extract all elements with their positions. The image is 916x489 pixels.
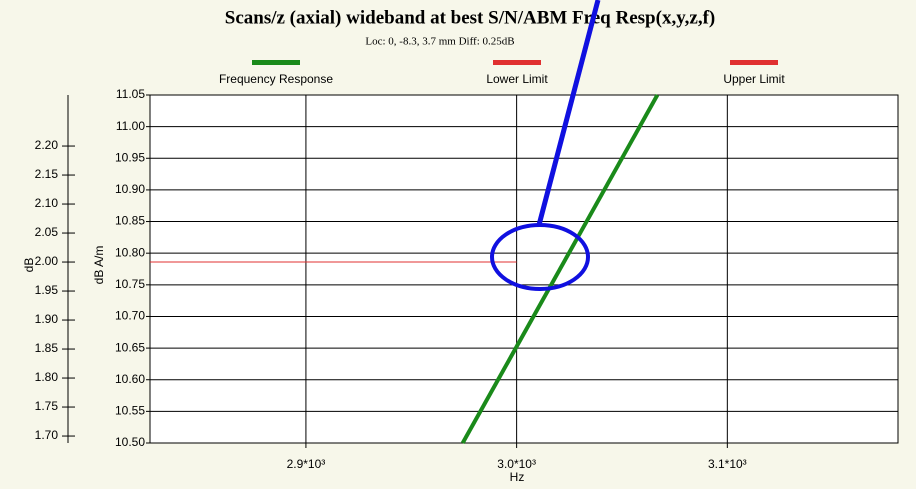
- y2-tick-label: 1.85: [35, 341, 59, 355]
- y-tick-label: 10.70: [115, 309, 145, 323]
- y2-tick-label: 2.00: [35, 254, 59, 268]
- x-axis-label: Hz: [510, 470, 525, 484]
- y-tick-label: 10.75: [115, 277, 145, 291]
- series-line: [460, 94, 660, 444]
- y-axis-label: dB A/m: [92, 246, 106, 285]
- y2-axis-label: dB: [22, 258, 36, 273]
- legend-swatch: [730, 60, 778, 65]
- y2-tick-label: 2.10: [35, 196, 59, 210]
- legend-swatch: [493, 60, 541, 65]
- y-tick-label: 10.90: [115, 182, 145, 196]
- y2-tick-label: 2.15: [35, 167, 59, 181]
- y-tick-label: 11.05: [116, 87, 145, 101]
- y2-tick-label: 2.05: [35, 225, 59, 239]
- chart-subtitle: Loc: 0, -8.3, 3.7 mm Diff: 0.25dB: [365, 36, 514, 48]
- y-tick-label: 10.85: [115, 214, 145, 228]
- y2-tick-label: 1.80: [35, 370, 59, 384]
- y-tick-label: 10.60: [115, 372, 145, 386]
- legend-label: Upper Limit: [723, 72, 785, 86]
- annotation-pointer: [536, 0, 601, 226]
- chart-title: Scans/z (axial) wideband at best S/N/ABM…: [225, 7, 715, 28]
- y-tick-label: 10.55: [115, 404, 145, 418]
- legend-label: Frequency Response: [219, 72, 333, 86]
- plot-area: [149, 94, 899, 444]
- legend-label: Lower Limit: [486, 72, 548, 86]
- y-tick-label: 10.80: [115, 245, 145, 259]
- legend-swatch: [252, 60, 300, 65]
- y2-tick-label: 1.75: [35, 399, 59, 413]
- y-tick-label: 10.65: [115, 340, 145, 354]
- y2-tick-label: 1.70: [35, 428, 59, 442]
- y2-tick-label: 1.90: [35, 312, 59, 326]
- y-tick-label: 10.50: [115, 435, 145, 449]
- y-tick-label: 10.95: [115, 150, 145, 164]
- y-tick-label: 11.00: [116, 119, 145, 133]
- x-tick-label: 3.0*10³: [497, 457, 536, 471]
- y2-tick-label: 2.20: [35, 138, 59, 152]
- x-tick-label: 2.9*10³: [287, 457, 326, 471]
- x-tick-label: 3.1*10³: [708, 457, 747, 471]
- y2-tick-label: 1.95: [35, 283, 59, 297]
